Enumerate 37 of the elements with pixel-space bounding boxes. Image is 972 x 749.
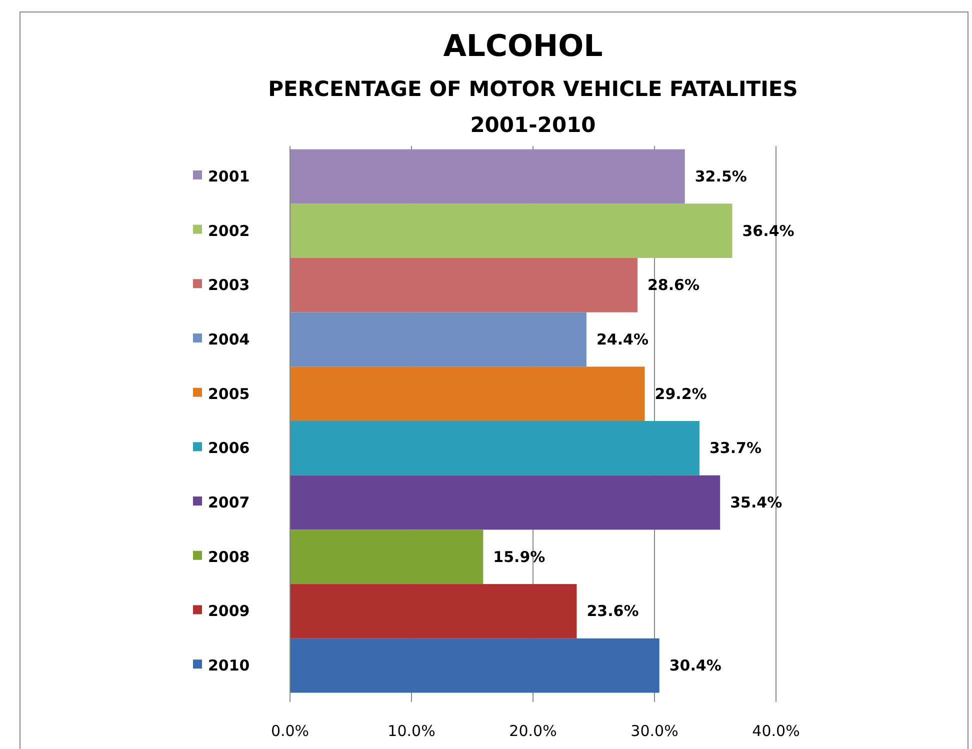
y-tick-label: 2007 [208, 494, 250, 512]
bar [290, 258, 638, 312]
y-tick-label: 2010 [208, 656, 250, 675]
y-tick-label: 2002 [208, 222, 250, 240]
x-tick-label: 0.0% [270, 722, 310, 740]
data-label: 33.7% [709, 439, 762, 458]
x-tick-label: 20.0% [509, 722, 557, 740]
data-label: 29.2% [654, 384, 707, 403]
data-label: 35.4% [730, 494, 782, 512]
chart-subtitle: PERCENTAGE OF MOTOR VEHICLE FATALITIES 2001-2010 [268, 77, 798, 137]
y-tick-label: 2003 [208, 276, 250, 294]
data-label: 15.9% [493, 548, 546, 566]
x-tick-label: 30.0% [630, 722, 678, 740]
bar [290, 366, 645, 421]
y-tick-label: 2006 [208, 439, 250, 458]
bar [290, 475, 720, 530]
bar [290, 530, 484, 584]
bar [290, 204, 732, 258]
bar [290, 312, 586, 367]
bar [290, 149, 685, 204]
bar [290, 584, 577, 638]
chart-title: ALCOHOL [443, 29, 603, 64]
data-label: 23.6% [586, 602, 639, 620]
y-tick-label: 2005 [208, 384, 250, 403]
data-label: 30.4% [669, 656, 722, 675]
y-tick-label: 2008 [208, 548, 250, 566]
bar [290, 638, 660, 693]
y-tick-label: 2009 [208, 602, 250, 620]
x-tick-label: 40.0% [752, 722, 800, 740]
data-label: 28.6% [647, 276, 700, 294]
bar [290, 421, 700, 476]
data-label: 32.5% [694, 167, 747, 186]
data-label: 24.4% [596, 330, 649, 348]
data-label: 36.4% [742, 222, 794, 240]
x-tick-label: 10.0% [388, 722, 436, 740]
y-tick-label: 2001 [208, 167, 250, 186]
y-tick-label: 2004 [208, 330, 250, 348]
